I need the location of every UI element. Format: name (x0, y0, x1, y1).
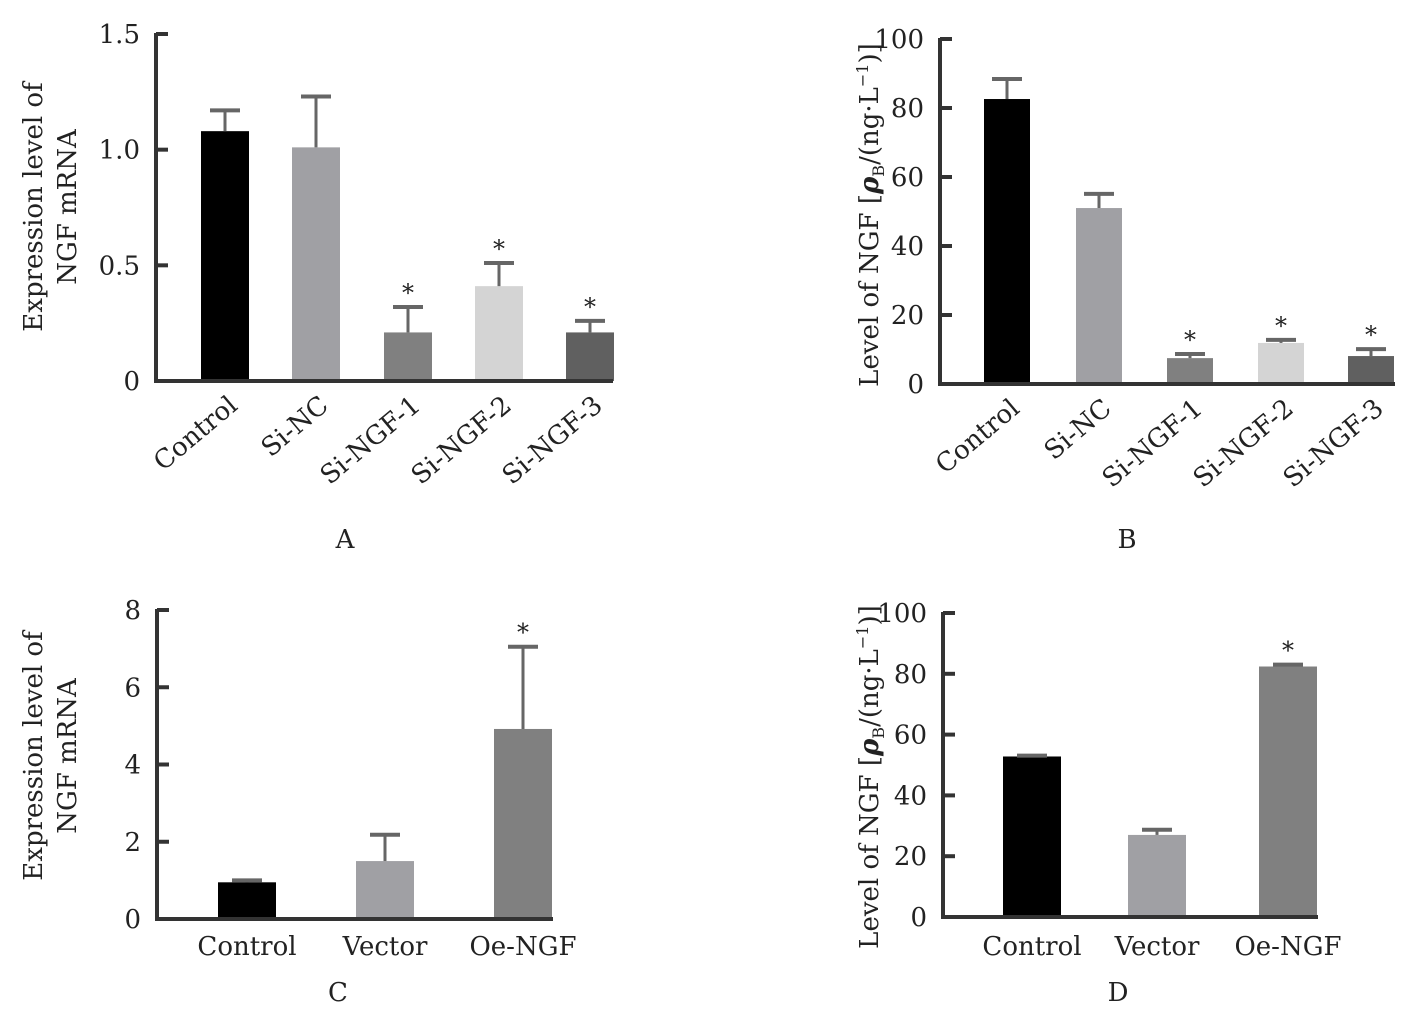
x-tick-label: Control (982, 932, 1081, 962)
bar-oe-ngf (494, 728, 552, 919)
x-tick-label: Si-NGF-2 (406, 390, 518, 491)
x-tick-label: Si-NC (1039, 393, 1118, 466)
y-tick-label: 0 (124, 905, 141, 935)
bar-si-ngf-2 (475, 286, 523, 381)
significance-marker: * (1275, 312, 1287, 340)
panel-label: D (1108, 978, 1129, 1008)
panel-c-chart: * 0 2 4 6 8 Control Vector Oe-NGF Expression leve… (19, 596, 577, 1008)
y-axis-label: Level of NGF [ρB/(ng·L−1)] (853, 605, 888, 949)
bar-si-ngf-3 (566, 332, 614, 381)
bar-si-ngf-3 (1348, 356, 1394, 384)
y-tick-label: 20 (894, 842, 927, 872)
y-tick-label: 6 (124, 673, 141, 703)
bar-vector (356, 861, 414, 919)
significance-marker: * (402, 279, 414, 307)
y-tick-label: 0 (123, 367, 140, 397)
y-tick-label: 1.0 (99, 136, 140, 166)
panel-d-chart: * 0 20 40 60 80 100 Control Vector Oe-NGF Level of… (853, 599, 1342, 1008)
y-tick-label: 40 (894, 781, 927, 811)
x-tick-label: Si-NGF-3 (497, 390, 609, 491)
y-tick-label: 80 (894, 660, 927, 690)
x-tick-label: Si-NGF-3 (1278, 393, 1390, 494)
y-label-superscript: −1 (853, 625, 872, 649)
y-label-rho: ρ (855, 176, 885, 195)
y-tick-label: 80 (891, 94, 924, 124)
y-label-unit: /(ng·L (855, 649, 885, 727)
y-tick-label: 40 (891, 232, 924, 262)
y-label-superscript: −1 (853, 63, 872, 87)
significance-marker: * (493, 235, 505, 263)
bar-si-nc (292, 147, 340, 381)
y-axis-label: NGF mRNA (53, 677, 83, 834)
y-tick-label: 0 (907, 370, 924, 400)
panel-label: B (1117, 525, 1136, 555)
y-tick-label: 0.5 (99, 251, 140, 281)
y-tick-label: 8 (124, 596, 141, 626)
bar-oe-ngf (1259, 666, 1317, 917)
y-label-main: Level of NGF [ (855, 756, 885, 949)
y-tick-label: 60 (894, 721, 927, 751)
bar-si-ngf-2 (1258, 342, 1304, 384)
y-label-subscript: B (869, 727, 888, 739)
bar-control (984, 99, 1030, 384)
y-axis-label: Expression level of (19, 80, 49, 332)
bar-si-ngf-1 (1167, 358, 1213, 384)
y-label-end: )] (855, 605, 885, 625)
x-tick-label: Control (930, 393, 1025, 480)
y-tick-label: 60 (891, 163, 924, 193)
y-tick-label: 0 (910, 903, 927, 933)
x-tick-label: Si-NC (256, 390, 335, 463)
bar-control (201, 131, 249, 381)
x-tick-label: Oe-NGF (1234, 932, 1341, 962)
y-axis-label: Level of NGF [ρB/(ng·L−1)] (853, 43, 888, 387)
x-tick-label: Si-NGF-1 (315, 390, 427, 491)
y-axis-label: Expression level of (19, 629, 49, 881)
y-tick-label: 100 (877, 599, 927, 629)
significance-marker: * (1365, 321, 1377, 349)
x-tick-label: Control (197, 932, 296, 962)
y-axis-label: NGF mRNA (53, 128, 83, 285)
y-label-end: )] (855, 43, 885, 63)
x-tick-label: Si-NGF-2 (1188, 393, 1300, 494)
y-tick-label: 4 (124, 751, 141, 781)
y-tick-label: 100 (874, 25, 924, 55)
significance-marker: * (584, 293, 596, 321)
x-tick-label: Vector (1114, 932, 1200, 962)
x-tick-label: Oe-NGF (469, 932, 576, 962)
y-label-subscript: B (869, 165, 888, 177)
y-tick-label: 2 (124, 828, 141, 858)
panel-label: C (328, 978, 348, 1008)
y-label-unit: /(ng·L (855, 87, 885, 165)
significance-marker: * (1184, 326, 1196, 354)
panel-label: A (335, 525, 356, 555)
y-tick-label: 20 (891, 301, 924, 331)
bar-control (1003, 756, 1061, 917)
significance-marker: * (517, 619, 529, 647)
bar-vector (1128, 834, 1186, 917)
y-tick-label: 1.5 (99, 20, 140, 50)
y-label-main: Level of NGF [ (855, 194, 885, 387)
bar-control (218, 882, 276, 919)
y-label-rho: ρ (855, 738, 885, 757)
x-tick-label: Control (148, 390, 243, 477)
bar-si-ngf-1 (384, 332, 432, 381)
bar-si-nc (1076, 208, 1122, 384)
x-tick-label: Si-NGF-1 (1097, 393, 1209, 494)
x-tick-label: Vector (342, 932, 428, 962)
significance-marker: * (1282, 637, 1294, 665)
